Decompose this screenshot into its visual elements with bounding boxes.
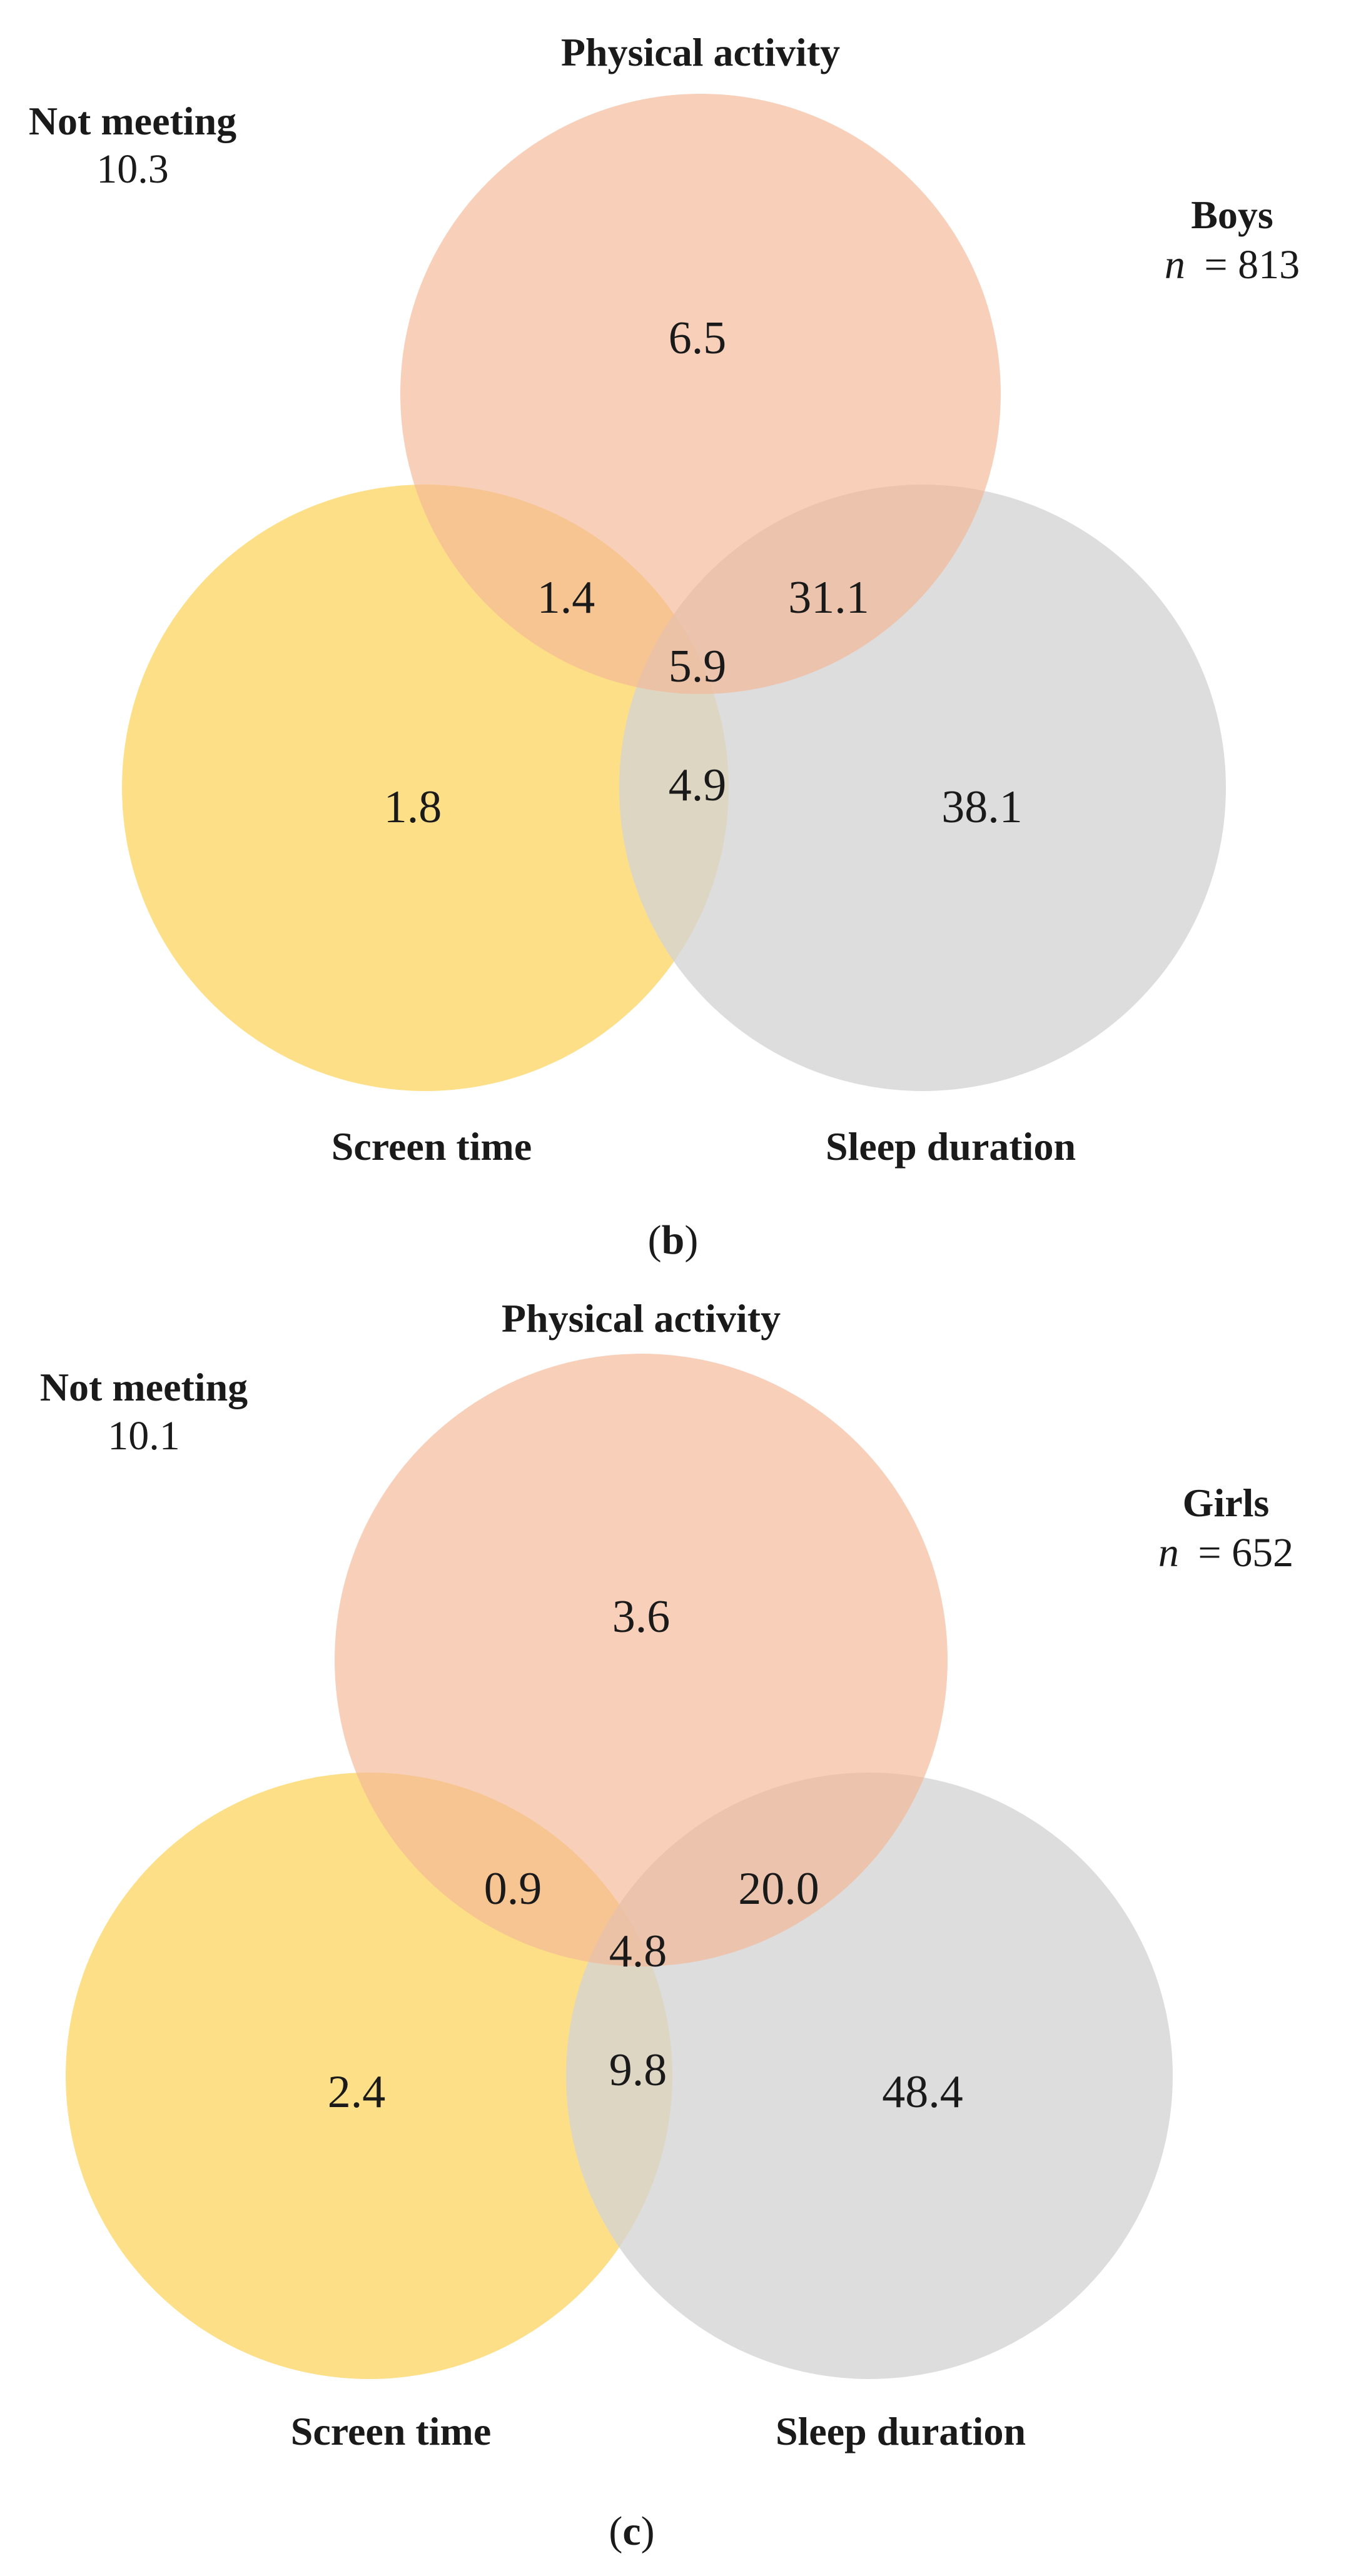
not-meeting-value: 10.1 (108, 1413, 180, 1459)
region-pa-only: 6.5 (669, 313, 727, 364)
region-sd-only: 38.1 (941, 782, 1023, 833)
not-meeting-value: 10.3 (96, 146, 169, 192)
sample-size-value: = 652 (1198, 1530, 1293, 1576)
sleep-duration-label: Sleep duration (776, 2409, 1026, 2453)
group-label: Girls (1183, 1481, 1270, 1525)
region-pa-sd: 20.0 (738, 1863, 819, 1914)
physical-activity-label: Physical activity (561, 30, 840, 74)
region-sd-only: 48.4 (882, 2066, 963, 2118)
screen-time-label: Screen time (291, 2409, 491, 2453)
region-pa-only: 3.6 (612, 1591, 670, 1643)
physical-activity-circle (400, 94, 1001, 694)
sleep-duration-label: Sleep duration (826, 1124, 1076, 1169)
region-st-sd: 4.9 (669, 760, 727, 811)
physical-activity-circle (335, 1354, 948, 1966)
region-pa-st: 0.9 (484, 1863, 542, 1914)
region-all: 5.9 (669, 641, 727, 692)
screen-time-label: Screen time (331, 1124, 532, 1169)
not-meeting-label: Not meeting (40, 1365, 248, 1409)
panel-letter-c: c (622, 2508, 640, 2554)
region-pa-sd: 31.1 (788, 572, 869, 623)
group-label: Boys (1191, 193, 1273, 237)
panel-caption-c: (c) (609, 2508, 654, 2554)
venn-panel-girls: Physical activity Not meeting 10.1 Girls… (40, 1296, 1293, 2554)
region-st-only: 1.8 (384, 782, 442, 833)
sample-size-n: n (1158, 1530, 1179, 1576)
panel-letter-b: b (662, 1217, 685, 1263)
region-pa-st: 1.4 (537, 572, 595, 623)
sample-size-n: n (1165, 242, 1185, 288)
sample-size: n = 813 (1165, 242, 1300, 288)
region-st-sd: 9.8 (609, 2045, 667, 2096)
region-all: 4.8 (609, 1926, 667, 1977)
sample-size-value: = 813 (1204, 242, 1300, 288)
region-st-only: 2.4 (328, 2066, 386, 2118)
not-meeting-label: Not meeting (29, 99, 236, 143)
venn-panel-boys: Physical activity Not meeting 10.3 Boys … (29, 30, 1300, 1263)
panel-caption-b: (b) (648, 1217, 699, 1263)
sample-size: n = 652 (1158, 1530, 1293, 1576)
physical-activity-label: Physical activity (502, 1296, 781, 1341)
